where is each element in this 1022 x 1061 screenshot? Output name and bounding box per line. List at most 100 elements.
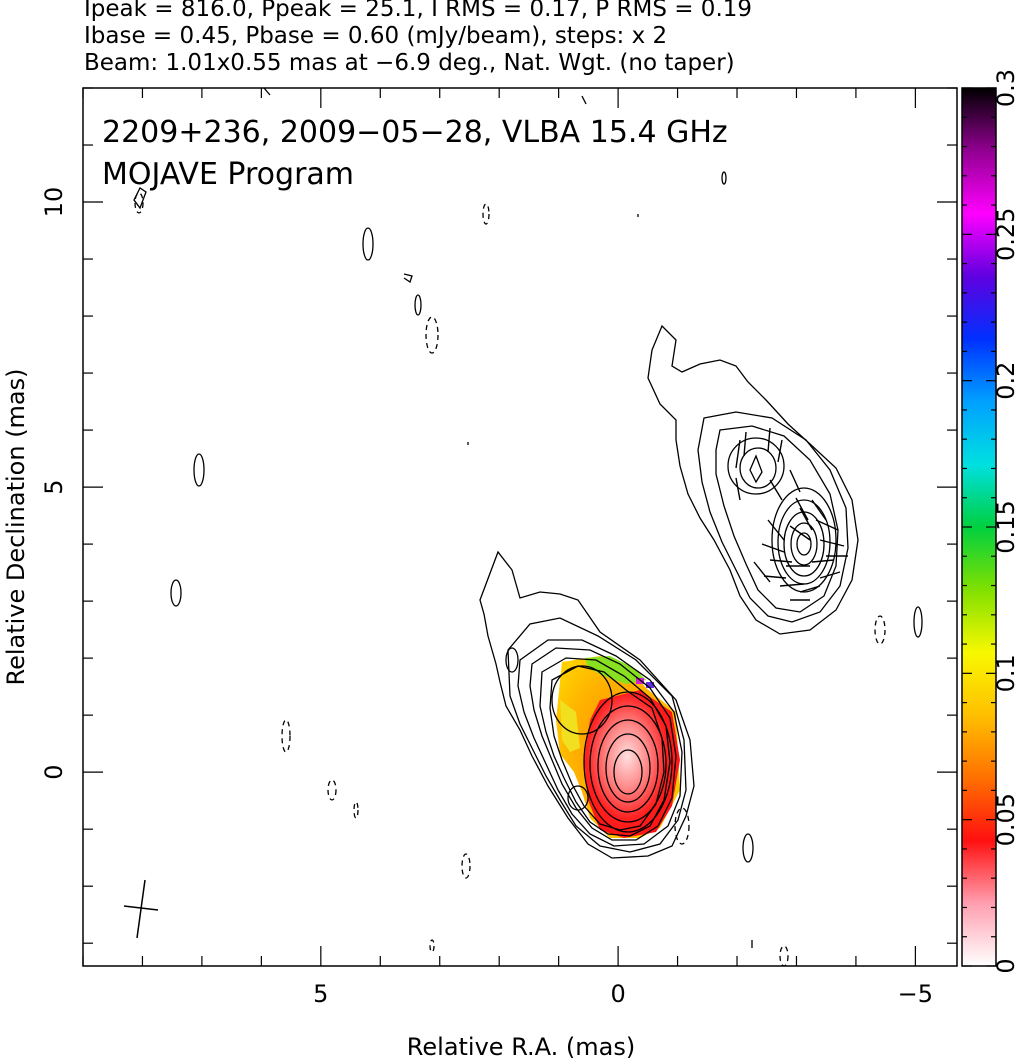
pol-region-yellow: [560, 700, 580, 752]
polarization-vector: [811, 559, 835, 563]
core-contour-13: [567, 785, 589, 811]
core-contour-2: [507, 617, 687, 853]
core-contour-10: [597, 719, 659, 813]
core-contour-1: [479, 550, 695, 859]
jet-contour-10: [796, 532, 812, 556]
map-subtitle: MOJAVE Program: [102, 157, 354, 192]
pol-pixel-violet: [646, 682, 654, 688]
polarization-vector: [799, 507, 813, 531]
core-contour-6: [549, 665, 665, 831]
polarization-vector: [815, 519, 839, 531]
noise-contour-2: [193, 453, 205, 487]
noise-contour-5: [742, 833, 754, 863]
y-axis-label: Relative Declination (mas): [2, 368, 30, 685]
y-tick-label: 10: [40, 187, 68, 218]
neg-contour-7: [674, 807, 690, 845]
colorbar-tick-label: 0: [992, 958, 1020, 973]
neg-contour-2: [482, 203, 490, 225]
beam-minor-axis: [123, 905, 159, 911]
core-contour-7: [551, 665, 613, 735]
polarization-vector: [735, 477, 741, 501]
polarization-vector: [761, 543, 785, 553]
core-contour-8: [583, 691, 673, 833]
polarization-vector: [789, 525, 811, 541]
polarization-vector: [769, 479, 783, 501]
core-contour-4: [529, 647, 677, 841]
polarization-vector: [753, 561, 771, 583]
jet-contour-6: [771, 487, 837, 593]
colorbar-tick-label: 0.05: [992, 793, 1020, 846]
polarization-vector: [789, 469, 801, 493]
colorbar-tick-label: 0.3: [992, 69, 1020, 107]
neg-contour-6: [461, 853, 471, 879]
core-contour-9: [589, 705, 667, 823]
core-contour-3: [517, 639, 683, 847]
neg-contour-9: [429, 939, 435, 953]
axis-tick-labels: 5 0 −5 0 5 10: [40, 187, 933, 1008]
noise-contour-9: [133, 187, 147, 210]
plot-frame: [82, 87, 958, 967]
neg-contour-8: [874, 615, 886, 645]
neg-contour-1: [425, 316, 439, 354]
noise-contour-11: [581, 95, 587, 105]
polarization-vectors: [735, 427, 848, 601]
jet-contour-9: [790, 522, 818, 566]
core-contour-14: [505, 647, 519, 673]
polarization-vector: [769, 559, 793, 563]
map-title: 2209+236, 2009−05−28, VLBA 15.4 GHz: [102, 115, 728, 150]
header-line-2: Ibase = 0.45, Pbase = 0.60 (mJy/beam), s…: [84, 23, 668, 49]
polarization-vector: [767, 519, 785, 541]
polarization-vector: [811, 499, 827, 521]
jet-contour-5: [739, 447, 777, 489]
jet-contour-2: [697, 411, 849, 623]
polarization-vector: [795, 497, 809, 521]
polarization-vector: [777, 439, 783, 463]
jet-contour-3: [715, 425, 839, 613]
x-axis-label: Relative R.A. (mas): [407, 1033, 635, 1061]
polarization-vector: [799, 585, 821, 593]
neg-contour-4: [327, 779, 337, 801]
neg-contour-11: [134, 192, 144, 214]
contours: [133, 88, 923, 948]
polarization-vector: [779, 583, 805, 587]
y-tick-label: 0: [40, 765, 68, 780]
colorbar-tick-label: 0.15: [992, 500, 1020, 553]
polarization-vector: [743, 431, 747, 457]
beam-ellipse-marker: [123, 879, 159, 939]
polarization-vector: [819, 571, 841, 579]
polarization-vector: [763, 575, 787, 579]
neg-contour-5: [353, 801, 359, 819]
polarization-vector: [735, 439, 741, 469]
noise-contour-4: [414, 294, 422, 316]
noise-contour-6: [913, 606, 923, 638]
colorbar-ticks: [962, 87, 996, 967]
noise-contour-7: [721, 171, 727, 185]
core-contour-12: [613, 749, 643, 795]
jet-contour-11: [749, 454, 763, 484]
y-tick-label: 5: [40, 479, 68, 494]
colorbar-tick-label: 0.25: [992, 208, 1020, 261]
neg-contour-3: [281, 719, 291, 753]
colorbar-tick-labels: 0 0.05 0.1 0.15 0.2 0.25 0.3: [992, 69, 1020, 974]
noise-contour-1: [362, 227, 374, 261]
pol-pixel-magenta: [636, 678, 644, 684]
noise-contour-3: [170, 579, 182, 607]
noise-contour-8: [403, 273, 413, 284]
axis-ticks: [82, 87, 957, 966]
polarization-vector: [819, 539, 845, 547]
noise-contour-12: [263, 88, 271, 96]
core-contour-11: [605, 733, 651, 803]
x-tick-label: 0: [610, 980, 625, 1008]
negative-contours: [134, 192, 886, 966]
header-line-1: Ipeak = 816.0, Ppeak = 25.1, I RMS = 0.1…: [84, 0, 753, 22]
jet-contour-4: [727, 437, 785, 495]
neg-contour-10: [779, 945, 789, 966]
x-tick-label: −5: [898, 980, 933, 1008]
x-tick-label: 5: [313, 980, 328, 1008]
core-contour-5: [539, 657, 671, 837]
jet-contour-1: [647, 324, 859, 635]
colorbar-tick-label: 0.1: [992, 654, 1020, 692]
colorbar-tick-label: 0.2: [992, 362, 1020, 400]
header-line-3: Beam: 1.01x0.55 mas at −6.9 deg., Nat. W…: [84, 50, 735, 76]
